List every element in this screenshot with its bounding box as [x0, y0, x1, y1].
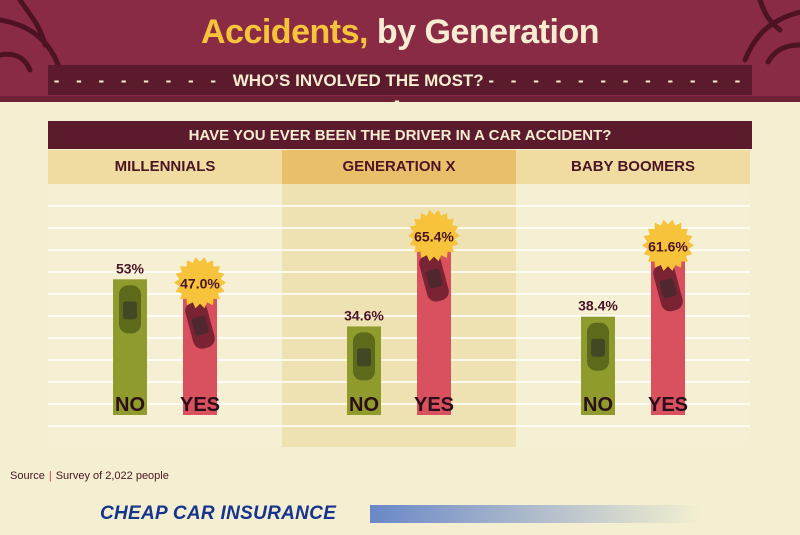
sunburst-badge-icon	[174, 257, 226, 309]
car-icon	[185, 300, 215, 349]
title-accent: Accidents,	[200, 13, 368, 51]
category-label-baby-boomers: BABY BOOMERS	[571, 158, 695, 175]
tree-branch-icon	[0, 0, 800, 73]
subtitle-label: WHO’S INVOLVED THE MOST?	[232, 71, 484, 90]
page-title: Accidents, by Generation	[0, 13, 800, 52]
data-label: 61.6%	[648, 238, 688, 254]
car-icon	[419, 253, 449, 302]
title-rest: by Generation	[367, 13, 600, 51]
sunburst-badge-icon	[408, 210, 460, 262]
car-icon	[653, 263, 683, 312]
source-text: Survey of 2,022 people	[55, 470, 169, 482]
car-icon	[119, 285, 141, 334]
car-icon	[587, 322, 609, 371]
data-label: 34.6%	[344, 307, 384, 323]
source-note: Source | Survey of 2,022 people	[10, 470, 169, 482]
answer-label-yes: YES	[414, 394, 454, 416]
data-label: 65.4%	[414, 229, 454, 245]
category-label-millennials: MILLENNIALS	[114, 158, 216, 175]
answer-label-no: NO	[583, 394, 613, 416]
answer-label-yes: YES	[180, 394, 220, 416]
subtitle: - - - - - - - - WHO’S INVOLVED THE MOST?…	[53, 71, 747, 110]
chart-title-bar: HAVE YOU EVER BEEN THE DRIVER IN A CAR A…	[48, 121, 752, 149]
source-label: Source	[10, 470, 45, 482]
category-header-bg	[282, 150, 516, 184]
category-header-bg	[516, 150, 750, 184]
data-label: 38.4%	[578, 298, 618, 314]
data-label: 53%	[116, 260, 145, 276]
header-stripe	[0, 96, 800, 102]
answer-label-no: NO	[115, 394, 145, 416]
answer-label-no: NO	[349, 394, 379, 416]
subtitle-bar: - - - - - - - - WHO’S INVOLVED THE MOST?…	[48, 65, 752, 110]
brand-logo: CHEAP CAR INSURANCE	[100, 503, 337, 524]
data-label: 47.0%	[180, 276, 220, 292]
chart-title: HAVE YOU EVER BEEN THE DRIVER IN A CAR A…	[188, 127, 612, 144]
answer-label-yes: YES	[648, 394, 688, 416]
car-icon	[353, 332, 375, 381]
sunburst-badge-icon	[642, 219, 694, 271]
category-label-generation-x: GENERATION X	[342, 158, 456, 175]
logo-stripes	[370, 505, 700, 523]
category-header-bg	[48, 150, 282, 184]
